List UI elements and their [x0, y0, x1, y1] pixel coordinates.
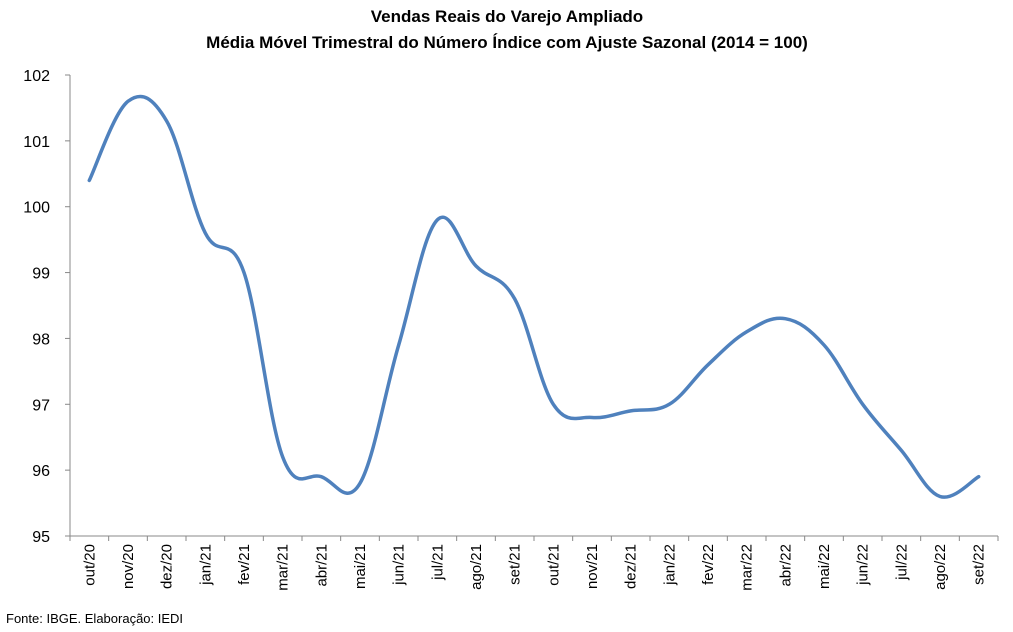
series-line	[87, 94, 981, 499]
x-tick-label: abr/22	[777, 544, 794, 587]
x-tick-label: jan/22	[661, 544, 678, 586]
x-tick-label: mar/21	[275, 544, 292, 591]
x-tick-label: mai/21	[352, 544, 369, 589]
x-tick-label: jun/22	[855, 544, 872, 586]
x-tick-label: set/21	[507, 544, 524, 585]
x-tick-label: abr/21	[313, 544, 330, 587]
x-tick-label: ago/22	[932, 544, 949, 590]
y-tick-label: 96	[32, 463, 50, 480]
x-tick-label: nov/20	[120, 544, 137, 589]
plot-area	[87, 94, 981, 499]
source-note: Fonte: IBGE. Elaboração: IEDI	[6, 611, 184, 626]
x-tick-label: set/22	[971, 544, 988, 585]
x-tick-label: out/20	[81, 544, 98, 586]
x-tick-label: jan/21	[197, 544, 214, 586]
y-tick-label: 101	[23, 134, 50, 151]
y-tick-label: 100	[23, 200, 50, 217]
x-tick-label: dez/20	[159, 544, 176, 589]
x-tick-label: jul/21	[429, 544, 446, 581]
y-tick-label: 98	[32, 331, 50, 348]
chart-title: Vendas Reais do Varejo Ampliado	[371, 7, 643, 26]
y-tick-label: 97	[32, 397, 50, 414]
y-tick-label: 95	[32, 529, 50, 546]
x-tick-label: jun/21	[391, 544, 408, 586]
y-tick-label: 99	[32, 266, 50, 283]
x-tick-label: fev/21	[236, 544, 253, 585]
y-tick-label: 102	[23, 68, 50, 85]
x-tick-label: fev/22	[700, 544, 717, 585]
x-tick-label: dez/21	[623, 544, 640, 589]
x-tick-label: jul/22	[893, 544, 910, 581]
chart-subtitle: Média Móvel Trimestral do Número Índice …	[206, 33, 808, 52]
x-axis: out/20 nov/20 dez/20 jan/21 fev/21 mar/21 abr/…	[69, 535, 999, 591]
x-tick-label: ago/21	[468, 544, 485, 590]
x-tick-label: mai/22	[816, 544, 833, 589]
x-tick-label: nov/21	[584, 544, 601, 589]
y-axis: 95 96 97 98 99 100 101 102	[23, 68, 71, 546]
x-tick-label: out/21	[545, 544, 562, 586]
x-tick-label: mar/22	[739, 544, 756, 591]
